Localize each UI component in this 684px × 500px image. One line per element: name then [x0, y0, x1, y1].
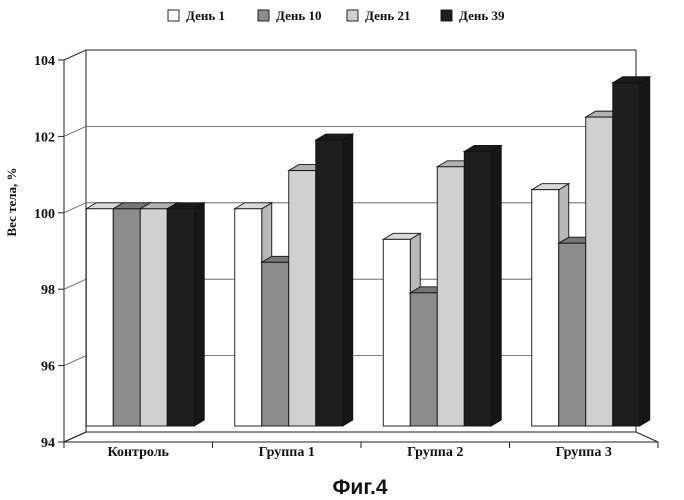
figure-caption: Фиг.4: [333, 476, 388, 499]
bar: [383, 239, 410, 426]
y-tick-label: 94: [41, 436, 55, 451]
y-tick-label: 104: [34, 54, 55, 69]
legend-swatch: [168, 10, 179, 21]
bar: [235, 209, 262, 426]
bar-side: [194, 203, 204, 426]
bars: [86, 77, 650, 426]
bar: [437, 167, 464, 426]
legend-swatch: [441, 10, 452, 21]
bar: [586, 117, 613, 426]
bar: [464, 152, 491, 427]
bar-side: [640, 77, 650, 426]
bar: [262, 262, 289, 426]
bar-side: [491, 146, 501, 427]
gridline-side: [64, 203, 86, 213]
legend-swatch: [347, 10, 358, 21]
bar: [316, 140, 343, 426]
legend: День 1 День 10 День 21 День 39: [168, 8, 505, 23]
legend-label: День 21: [365, 8, 411, 23]
y-axis-label: Вес тела, %: [4, 167, 19, 236]
bar: [86, 209, 113, 426]
bar: [167, 209, 194, 426]
bar-side: [343, 134, 353, 426]
legend-label: День 1: [186, 8, 225, 23]
bar: [113, 209, 140, 426]
gridline-side: [64, 279, 86, 289]
y-tick-label: 102: [34, 130, 55, 145]
legend-swatch: [258, 10, 269, 21]
x-tick-label: Контроль: [108, 445, 170, 460]
floor: [64, 432, 658, 442]
x-tick-label: Группа 2: [407, 445, 463, 460]
y-tick-label: 100: [34, 207, 55, 222]
legend-label: День 10: [276, 8, 322, 23]
x-tick-label: Группа 3: [556, 445, 612, 460]
bar: [613, 83, 640, 426]
gridline-side: [64, 356, 86, 366]
x-tick-label: Группа 1: [259, 445, 315, 460]
bar: [532, 190, 559, 426]
gridline-side: [64, 126, 86, 136]
bar: [140, 209, 167, 426]
y-tick-label: 98: [41, 283, 55, 298]
legend-label: День 39: [459, 8, 505, 23]
bar: [289, 171, 316, 426]
bar: [559, 243, 586, 426]
bar: [410, 293, 437, 426]
side-wall: [64, 50, 86, 442]
y-tick-label: 96: [41, 360, 55, 375]
